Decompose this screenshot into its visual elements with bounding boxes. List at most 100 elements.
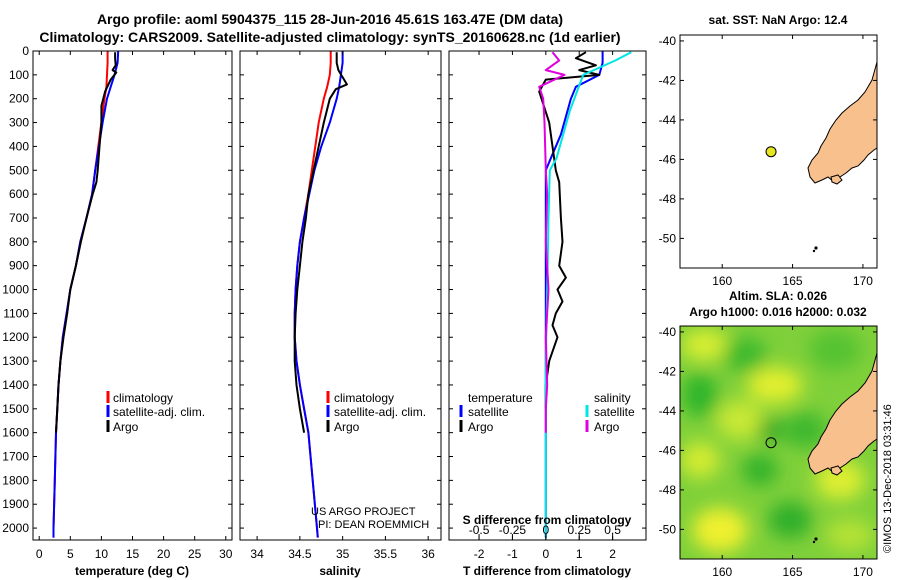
s-diff-tick-label: 0.5 xyxy=(604,523,621,537)
sla-blob xyxy=(680,442,720,478)
sla-blob xyxy=(682,373,718,417)
depth-tick-label: 300 xyxy=(9,116,29,130)
sla-blob xyxy=(747,367,803,403)
legend-label-argo: Argo xyxy=(113,420,139,434)
legend-title-salinity: salinity xyxy=(594,391,631,405)
s-diff-tick-label: 0.25 xyxy=(568,523,592,537)
legend-label-satellite: satellite-adj. clim. xyxy=(334,405,426,419)
x-tick-label: 34 xyxy=(250,547,264,561)
x-tick-label: 25 xyxy=(188,547,202,561)
series-line-satellite-adj-clim- xyxy=(293,51,344,538)
difference-series-group xyxy=(538,51,632,538)
lat-tick-label: -44 xyxy=(659,113,677,127)
depth-axis: 0 100 200 300 400 500 600 700 800 900 1000 1100 1200… xyxy=(2,44,232,535)
legend-label-s-satellite: satellite xyxy=(594,405,635,419)
depth-tick-label: 1200 xyxy=(2,330,29,344)
lat-tick-label: -40 xyxy=(659,34,677,48)
depth-tick-label: 1900 xyxy=(2,497,29,511)
sla-heatmap xyxy=(680,326,877,559)
s-difference-label: S difference from climatology xyxy=(463,513,632,527)
x-tick-label: 20 xyxy=(157,547,171,561)
lon-tick-label: 165 xyxy=(783,565,803,579)
lat-tick-label: -42 xyxy=(659,364,677,378)
argo-float-marker xyxy=(765,146,777,158)
argo-float-marker xyxy=(765,437,777,449)
legend-label-t-argo: Argo xyxy=(468,420,494,434)
lat-tick-label: -48 xyxy=(659,483,677,497)
sla-blob xyxy=(826,519,874,551)
sla-blob xyxy=(815,460,865,500)
series-line-satellite-adj-clim- xyxy=(52,51,120,538)
lat-tick-label: -46 xyxy=(659,443,677,457)
depth-tick-label: 1500 xyxy=(2,402,29,416)
salinity-series-group xyxy=(293,51,348,538)
lon-tick-label: 170 xyxy=(853,274,873,288)
series-line-s-satellite xyxy=(544,51,632,538)
sla-blob xyxy=(681,329,729,361)
depth-tick-label: 400 xyxy=(9,139,29,153)
legend-title-temperature: temperature xyxy=(468,391,533,405)
salinity-x-axis: 34 34.5 35 35.5 36 xyxy=(250,51,435,561)
depth-tick-label: 600 xyxy=(9,187,29,201)
sla-blob xyxy=(742,454,778,486)
sst-map-ticks: 160 165 170 -40 -42 -44 -46 -48 -50 xyxy=(659,34,877,288)
depth-tick-label: 1800 xyxy=(2,473,29,487)
sst-map-panel: sat. SST: NaN Argo: 12.4 160 165 170 -40 -42… xyxy=(659,13,878,288)
salinity-axes-frame xyxy=(239,50,442,541)
difference-y-ticks xyxy=(449,50,646,529)
lon-tick-label: 160 xyxy=(712,565,732,579)
x-tick-label: -1 xyxy=(507,547,518,561)
difference-axes-frame xyxy=(448,50,647,541)
figure-title-line2: Climatology: CARS2009. Satellite-adjuste… xyxy=(39,29,621,45)
sla-blob xyxy=(768,502,812,538)
x-tick-label: 2 xyxy=(609,547,616,561)
sst-map-title: sat. SST: NaN Argo: 12.4 xyxy=(709,13,848,27)
salinity-panel: 34 34.5 35 35.5 36 salinity climatology sate… xyxy=(239,50,442,578)
x-tick-label: 34.5 xyxy=(288,547,312,561)
x-tick-label: -2 xyxy=(474,547,485,561)
sla-blob xyxy=(809,330,861,370)
x-tick-label: 15 xyxy=(126,547,140,561)
x-tick-label: 35.5 xyxy=(374,547,398,561)
figure-title-line1: Argo profile: aoml 5904375_115 28-Jun-20… xyxy=(96,11,564,27)
depth-tick-label: 500 xyxy=(9,163,29,177)
x-tick-label: 30 xyxy=(219,547,233,561)
temperature-axes-frame xyxy=(32,50,233,541)
lon-tick-label: 160 xyxy=(712,274,732,288)
depth-tick-label: 2000 xyxy=(2,521,29,535)
lat-tick-label: -40 xyxy=(659,325,677,339)
series-line-argo xyxy=(293,52,348,433)
depth-tick-label: 700 xyxy=(9,211,29,225)
depth-tick-label: 1100 xyxy=(3,306,29,320)
sst-map-frame xyxy=(679,34,878,269)
depth-tick-label: 1600 xyxy=(2,426,29,440)
legend-label-satellite: satellite-adj. clim. xyxy=(113,405,205,419)
series-line-climatology xyxy=(293,51,332,538)
x-tick-label: 10 xyxy=(95,547,109,561)
sla-blob xyxy=(723,337,767,373)
series-line-t-satellite xyxy=(544,51,604,538)
x-tick-label: 1 xyxy=(576,547,583,561)
temperature-panel: 0100200300400500600700800900100011001200… xyxy=(2,44,232,578)
salinity-legend: climatology satellite-adj. clim. Argo xyxy=(326,391,426,434)
x-tick-label: 0 xyxy=(36,547,43,561)
sla-map-frame xyxy=(679,325,878,560)
lon-tick-label: 170 xyxy=(853,565,873,579)
project-note: US ARGO PROJECT xyxy=(311,506,416,518)
legend-label-argo: Argo xyxy=(334,420,360,434)
sla-blob xyxy=(783,412,827,448)
lon-tick-label: 165 xyxy=(783,274,803,288)
temperature-series-group xyxy=(52,51,120,538)
legend-label-t-satellite: satellite xyxy=(468,405,509,419)
x-tick-label: 36 xyxy=(421,547,435,561)
s-difference-x-axis: -0.5 -0.25 0 0.25 0.5 xyxy=(469,523,621,540)
sla-map-title-line2: Argo h1000: 0.016 h2000: 0.032 xyxy=(689,305,867,319)
lat-tick-label: -50 xyxy=(659,231,677,245)
sla-map-ticks: 160 165 170 -40 -42 -44 -46 -48 -50 xyxy=(659,325,877,579)
depth-tick-label: 200 xyxy=(9,92,29,106)
lat-tick-label: -46 xyxy=(659,152,677,166)
s-diff-tick-label: -0.25 xyxy=(499,523,527,537)
depth-tick-label: 1000 xyxy=(2,283,29,297)
auckland-islands-2 xyxy=(812,249,816,253)
